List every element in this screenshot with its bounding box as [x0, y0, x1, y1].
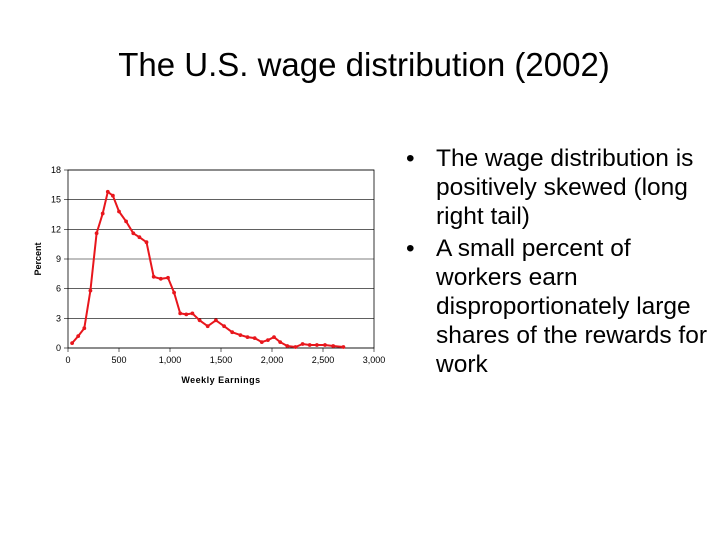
- data-point: [184, 312, 189, 317]
- y-tick-label: 18: [51, 165, 61, 175]
- data-point: [70, 341, 74, 345]
- data-point: [178, 311, 183, 316]
- bullet-dot-icon: •: [406, 145, 415, 172]
- y-axis-label: Percent: [33, 242, 43, 275]
- x-tick-labels: 0 500 1,000 1,500 2,000 2,500 3,000: [65, 355, 385, 365]
- slide-title: The U.S. wage distribution (2002): [118, 46, 610, 83]
- data-point: [238, 333, 243, 337]
- data-point: [190, 311, 195, 316]
- data-point: [285, 344, 290, 348]
- data-point: [315, 343, 319, 347]
- bullet-text: The wage distribution is positively skew…: [436, 145, 694, 230]
- y-tick-label: 15: [51, 195, 61, 205]
- data-point: [307, 343, 312, 347]
- y-tick-label: 3: [56, 313, 61, 323]
- x-tick-label: 2,000: [261, 355, 284, 365]
- data-point: [278, 340, 283, 344]
- data-point: [259, 340, 264, 344]
- series-line: [71, 190, 344, 349]
- data-point: [166, 275, 170, 280]
- bullet-list: • The wage distribution is positively ske…: [398, 144, 718, 382]
- data-point: [158, 276, 163, 281]
- data-point: [88, 288, 93, 293]
- data-point: [293, 345, 298, 349]
- data-point: [214, 318, 218, 323]
- data-points: [70, 189, 346, 349]
- y-tick-label: 0: [56, 343, 61, 353]
- data-point: [124, 219, 128, 224]
- data-point: [94, 231, 99, 236]
- y-tick-label: 6: [56, 284, 61, 294]
- data-point: [144, 240, 149, 245]
- x-axis-label: Weekly Earnings: [181, 375, 260, 385]
- data-point: [137, 235, 142, 240]
- y-tick-label: 12: [51, 224, 61, 234]
- wage-distribution-chart: 0 3 6 9 12 15 18 0 500 1,000 1,500 2,000 2,500 3,000…: [33, 165, 385, 385]
- data-point: [76, 334, 81, 338]
- data-point: [131, 231, 136, 236]
- data-point: [331, 344, 336, 348]
- x-tick-label: 0: [65, 355, 70, 365]
- data-point: [100, 211, 105, 216]
- plot-area-frame: [67, 169, 375, 349]
- data-point: [105, 189, 110, 194]
- data-point: [266, 338, 270, 342]
- data-point: [151, 274, 156, 279]
- gridlines: [64, 169, 375, 352]
- data-point: [205, 324, 210, 329]
- data-point: [111, 193, 115, 198]
- data-point: [323, 343, 327, 347]
- x-tick-label: 3,000: [363, 355, 386, 365]
- x-tick-label: 500: [111, 355, 126, 365]
- data-point: [300, 342, 305, 346]
- data-point: [197, 318, 202, 323]
- x-tick-label: 1,000: [159, 355, 182, 365]
- bullet-dot-icon: •: [406, 235, 415, 262]
- bullet-text: A small percent of workers earn dispropo…: [436, 235, 707, 378]
- y-tick-labels: 0 3 6 9 12 15 18: [51, 165, 61, 353]
- data-point: [230, 330, 235, 335]
- bullet-item: • The wage distribution is positively ske…: [398, 144, 718, 231]
- data-point: [252, 336, 257, 340]
- data-point: [222, 324, 227, 329]
- y-tick-label: 9: [56, 254, 61, 264]
- data-point: [82, 326, 87, 331]
- data-point: [272, 335, 276, 339]
- data-point: [341, 345, 346, 349]
- data-point: [117, 209, 121, 214]
- x-tick-label: 1,500: [210, 355, 233, 365]
- data-point: [172, 290, 177, 295]
- x-tick-label: 2,500: [312, 355, 335, 365]
- bullet-item: • A small percent of workers earn disprop…: [398, 234, 718, 379]
- data-point: [245, 335, 250, 339]
